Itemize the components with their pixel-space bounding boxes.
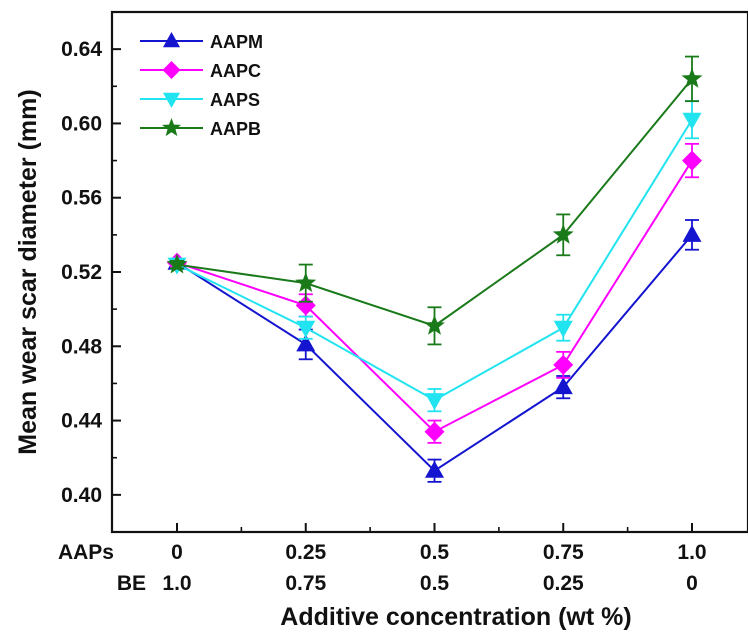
x-axis-title: Additive concentration (wt %) xyxy=(280,603,631,631)
x-tick-label: 0.75 xyxy=(285,572,326,595)
x-tick-label: 0.75 xyxy=(543,541,584,564)
y-tick-label: 0.48 xyxy=(61,335,102,358)
legend-item: AAPB xyxy=(140,118,261,139)
data-point xyxy=(425,393,444,411)
legend-item: AAPS xyxy=(140,90,260,110)
x-tick-label: 0.25 xyxy=(285,541,326,564)
y-tick-label: 0.40 xyxy=(61,484,102,507)
y-tick-label: 0.52 xyxy=(61,261,102,284)
data-point xyxy=(295,272,317,293)
y-tick-label: 0.60 xyxy=(61,112,102,135)
x-axis: AAPs 0 0.25 0.5 0.75 1.0 BE 1.0 0.75 0.5 0.25 0 xyxy=(58,523,707,595)
legend-label: AAPS xyxy=(210,90,260,110)
data-point xyxy=(424,421,445,442)
y-axis-title: Mean wear scar diameter (mm) xyxy=(14,89,42,454)
x-row-name: AAPs xyxy=(58,541,114,564)
legend-item: AAPC xyxy=(140,61,261,81)
data-point xyxy=(553,320,573,338)
x-tick-label: 0 xyxy=(171,541,183,564)
legend-marker xyxy=(162,61,181,79)
x-tick-label: 0 xyxy=(686,572,698,595)
x-tick-label: 1.0 xyxy=(162,572,191,595)
legend-marker xyxy=(161,118,182,137)
data-point xyxy=(295,295,316,316)
data-point xyxy=(681,67,703,88)
legend-label: AAPM xyxy=(210,32,263,52)
legend-marker xyxy=(162,92,181,108)
data-layer xyxy=(166,55,703,483)
data-point xyxy=(424,314,445,335)
x-row-name: BE xyxy=(117,572,146,595)
x-tick-label: 1.0 xyxy=(677,541,706,564)
y-tick-label: 0.56 xyxy=(61,187,102,210)
legend-label: AAPC xyxy=(210,61,261,81)
legend-marker xyxy=(162,32,181,48)
legend: AAPM AAPC AAPS AAPB xyxy=(140,32,263,139)
y-axis: 0.40 0.44 0.48 0.52 0.56 0.60 0.64 xyxy=(61,38,121,507)
y-tick-label: 0.64 xyxy=(61,38,102,61)
data-point xyxy=(553,377,573,395)
data-point xyxy=(552,223,574,244)
data-point xyxy=(296,320,316,338)
legend-label: AAPB xyxy=(210,119,261,139)
data-point xyxy=(425,460,444,478)
x-tick-label: 0.25 xyxy=(543,572,584,595)
data-point xyxy=(682,112,702,130)
series-aapb xyxy=(166,55,703,346)
data-point xyxy=(682,150,702,171)
legend-item: AAPM xyxy=(140,32,263,52)
data-point xyxy=(553,354,574,375)
x-tick-label: 0.5 xyxy=(420,541,450,564)
x-tick-label: 0.5 xyxy=(420,572,450,595)
data-point xyxy=(682,224,702,242)
data-point xyxy=(296,334,316,352)
y-tick-label: 0.44 xyxy=(61,410,102,433)
data-point xyxy=(166,253,188,274)
